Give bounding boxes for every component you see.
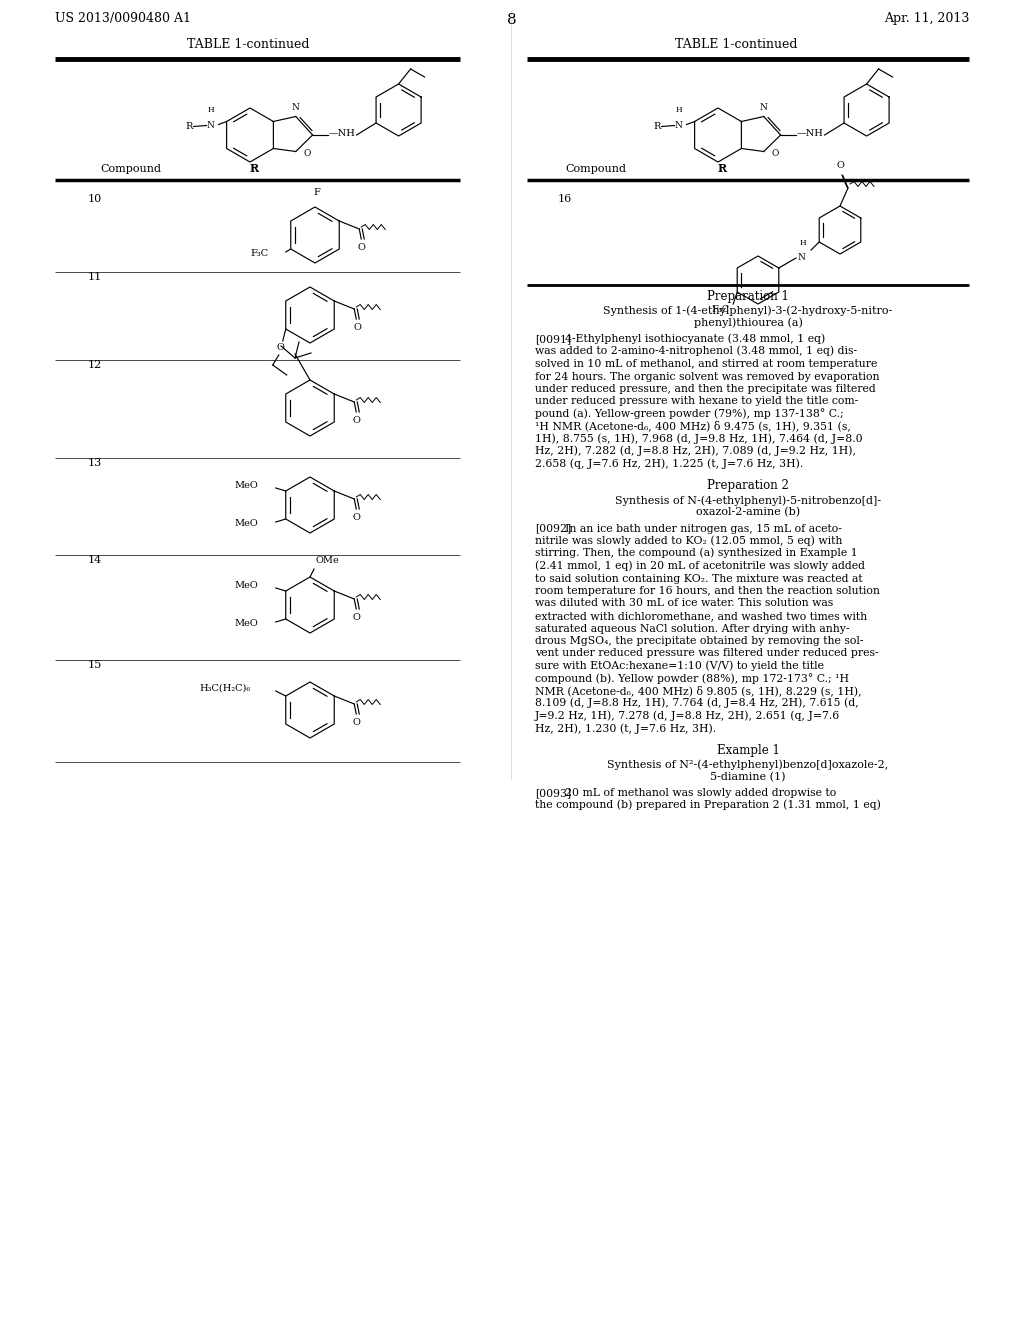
Text: 8: 8	[507, 13, 517, 26]
Text: F₃C: F₃C	[711, 305, 729, 314]
Text: MeO: MeO	[234, 619, 258, 628]
Text: nitrile was slowly added to KO₂ (12.05 mmol, 5 eq) with: nitrile was slowly added to KO₂ (12.05 m…	[535, 536, 843, 546]
Text: O: O	[836, 161, 844, 170]
Text: O: O	[352, 416, 360, 425]
Text: the compound (b) prepared in Preparation 2 (1.31 mmol, 1 eq): the compound (b) prepared in Preparation…	[535, 800, 881, 810]
Text: [0092]: [0092]	[535, 524, 571, 533]
Text: ¹H NMR (Acetone-d₆, 400 MHz) δ 9.475 (s, 1H), 9.351 (s,: ¹H NMR (Acetone-d₆, 400 MHz) δ 9.475 (s,…	[535, 421, 851, 432]
Text: Synthesis of N²-(4-ethylphenyl)benzo[d]oxazole-2,: Synthesis of N²-(4-ethylphenyl)benzo[d]o…	[607, 759, 889, 770]
Text: O: O	[352, 513, 360, 521]
Text: 20 mL of methanol was slowly added dropwise to: 20 mL of methanol was slowly added dropw…	[565, 788, 837, 799]
Text: R: R	[718, 162, 727, 174]
Text: NMR (Acetone-d₆, 400 MHz) δ 9.805 (s, 1H), 8.229 (s, 1H),: NMR (Acetone-d₆, 400 MHz) δ 9.805 (s, 1H…	[535, 685, 861, 696]
Text: OMe: OMe	[315, 556, 339, 565]
Text: sure with EtOAc:hexane=1:10 (V/V) to yield the title: sure with EtOAc:hexane=1:10 (V/V) to yie…	[535, 660, 824, 671]
Text: 11: 11	[88, 272, 102, 282]
Text: H: H	[800, 239, 806, 247]
Text: O: O	[772, 149, 779, 158]
Text: compound (b). Yellow powder (88%), mp 172-173° C.; ¹H: compound (b). Yellow powder (88%), mp 17…	[535, 673, 849, 684]
Text: 10: 10	[88, 194, 102, 205]
Text: MeO: MeO	[234, 520, 258, 528]
Text: 2.658 (q, J=7.6 Hz, 2H), 1.225 (t, J=7.6 Hz, 3H).: 2.658 (q, J=7.6 Hz, 2H), 1.225 (t, J=7.6…	[535, 458, 803, 469]
Text: J=9.2 Hz, 1H), 7.278 (d, J=8.8 Hz, 2H), 2.651 (q, J=7.6: J=9.2 Hz, 1H), 7.278 (d, J=8.8 Hz, 2H), …	[535, 710, 841, 721]
Text: 15: 15	[88, 660, 102, 671]
Text: N: N	[675, 121, 683, 129]
Text: R: R	[185, 121, 193, 131]
Text: [0093]: [0093]	[535, 788, 571, 799]
Text: under reduced pressure, and then the precipitate was filtered: under reduced pressure, and then the pre…	[535, 384, 876, 393]
Text: room temperature for 16 hours, and then the reaction solution: room temperature for 16 hours, and then …	[535, 586, 880, 597]
Text: drous MgSO₄, the precipitate obtained by removing the sol-: drous MgSO₄, the precipitate obtained by…	[535, 636, 863, 645]
Text: saturated aqueous NaCl solution. After drying with anhy-: saturated aqueous NaCl solution. After d…	[535, 623, 850, 634]
Text: H₃C(H₂C)₆: H₃C(H₂C)₆	[200, 684, 251, 693]
Text: N: N	[797, 252, 805, 261]
Text: TABLE 1-continued: TABLE 1-continued	[675, 38, 798, 51]
Text: —NH: —NH	[329, 129, 355, 139]
Text: to said solution containing KO₂. The mixture was reacted at: to said solution containing KO₂. The mix…	[535, 573, 862, 583]
Text: R: R	[250, 162, 259, 174]
Text: Compound: Compound	[565, 164, 626, 174]
Text: (2.41 mmol, 1 eq) in 20 mL of acetonitrile was slowly added: (2.41 mmol, 1 eq) in 20 mL of acetonitri…	[535, 561, 865, 572]
Text: H: H	[675, 107, 682, 115]
Text: US 2013/0090480 A1: US 2013/0090480 A1	[55, 12, 191, 25]
Text: solved in 10 mL of methanol, and stirred at room temperature: solved in 10 mL of methanol, and stirred…	[535, 359, 878, 370]
Text: N: N	[760, 103, 768, 111]
Text: vent under reduced pressure was filtered under reduced pres-: vent under reduced pressure was filtered…	[535, 648, 879, 659]
Text: stirring. Then, the compound (a) synthesized in Example 1: stirring. Then, the compound (a) synthes…	[535, 548, 858, 558]
Text: Hz, 2H), 1.230 (t, J=7.6 Hz, 3H).: Hz, 2H), 1.230 (t, J=7.6 Hz, 3H).	[535, 723, 716, 734]
Text: 5-diamine (1): 5-diamine (1)	[711, 772, 785, 781]
Text: Synthesis of 1-(4-ethylphenyl)-3-(2-hydroxy-5-nitro-: Synthesis of 1-(4-ethylphenyl)-3-(2-hydr…	[603, 305, 893, 315]
Text: —NH: —NH	[797, 129, 823, 139]
Text: R: R	[653, 121, 660, 131]
Text: 1H), 8.755 (s, 1H), 7.968 (d, J=9.8 Hz, 1H), 7.464 (d, J=8.0: 1H), 8.755 (s, 1H), 7.968 (d, J=9.8 Hz, …	[535, 433, 862, 444]
Text: [0091]: [0091]	[535, 334, 571, 345]
Text: under reduced pressure with hexane to yield the title com-: under reduced pressure with hexane to yi…	[535, 396, 858, 407]
Text: Hz, 2H), 7.282 (d, J=8.8 Hz, 2H), 7.089 (d, J=9.2 Hz, 1H),: Hz, 2H), 7.282 (d, J=8.8 Hz, 2H), 7.089 …	[535, 446, 856, 457]
Text: 12: 12	[88, 360, 102, 370]
Text: Example 1: Example 1	[717, 744, 779, 756]
Text: O: O	[304, 149, 311, 158]
Text: for 24 hours. The organic solvent was removed by evaporation: for 24 hours. The organic solvent was re…	[535, 371, 880, 381]
Text: 16: 16	[558, 194, 572, 205]
Text: O: O	[276, 342, 285, 351]
Text: O: O	[352, 612, 360, 622]
Text: MeO: MeO	[234, 582, 258, 590]
Text: Preparation 2: Preparation 2	[707, 479, 788, 492]
Text: MeO: MeO	[234, 482, 258, 491]
Text: Synthesis of N-(4-ethylphenyl)-5-nitrobenzo[d]-: Synthesis of N-(4-ethylphenyl)-5-nitrobe…	[615, 495, 881, 506]
Text: phenyl)thiourea (a): phenyl)thiourea (a)	[693, 317, 803, 327]
Text: extracted with dichloromethane, and washed two times with: extracted with dichloromethane, and wash…	[535, 611, 867, 620]
Text: Preparation 1: Preparation 1	[707, 290, 788, 304]
Text: 13: 13	[88, 458, 102, 469]
Text: O: O	[352, 718, 360, 727]
Text: 4-Ethylphenyl isothiocyanate (3.48 mmol, 1 eq): 4-Ethylphenyl isothiocyanate (3.48 mmol,…	[565, 334, 825, 345]
Text: Compound: Compound	[100, 164, 161, 174]
Text: was diluted with 30 mL of ice water. This solution was: was diluted with 30 mL of ice water. Thi…	[535, 598, 834, 609]
Text: O: O	[357, 243, 366, 252]
Text: N: N	[292, 103, 300, 111]
Text: F₃C: F₃C	[251, 249, 268, 259]
Text: TABLE 1-continued: TABLE 1-continued	[186, 38, 309, 51]
Text: O: O	[353, 323, 361, 333]
Text: Apr. 11, 2013: Apr. 11, 2013	[884, 12, 969, 25]
Text: H: H	[207, 107, 214, 115]
Text: F: F	[313, 187, 321, 197]
Text: was added to 2-amino-4-nitrophenol (3.48 mmol, 1 eq) dis-: was added to 2-amino-4-nitrophenol (3.48…	[535, 346, 857, 356]
Text: In an ice bath under nitrogen gas, 15 mL of aceto-: In an ice bath under nitrogen gas, 15 mL…	[565, 524, 842, 533]
Text: oxazol-2-amine (b): oxazol-2-amine (b)	[696, 507, 800, 517]
Text: 8.109 (d, J=8.8 Hz, 1H), 7.764 (d, J=8.4 Hz, 2H), 7.615 (d,: 8.109 (d, J=8.8 Hz, 1H), 7.764 (d, J=8.4…	[535, 698, 859, 709]
Text: N: N	[207, 121, 215, 129]
Text: pound (a). Yellow-green powder (79%), mp 137-138° C.;: pound (a). Yellow-green powder (79%), mp…	[535, 408, 844, 418]
Text: 14: 14	[88, 554, 102, 565]
